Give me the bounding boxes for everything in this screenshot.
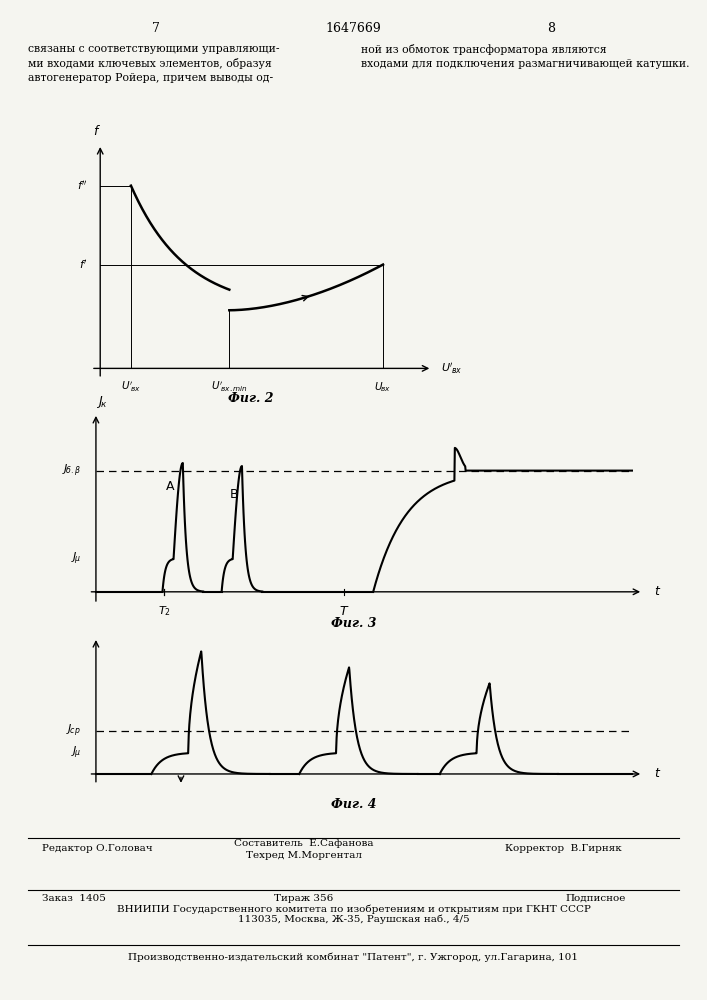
Text: $T_2$: $T_2$: [158, 605, 171, 618]
Text: Фиг. 4: Фиг. 4: [331, 798, 376, 811]
Text: $U'_{\!\mathit{вх.min}}$: $U'_{\!\mathit{вх.min}}$: [211, 380, 248, 394]
Text: $U'_{\!\mathit{вх}}$: $U'_{\!\mathit{вх}}$: [441, 361, 463, 376]
Text: 7: 7: [151, 22, 160, 35]
Text: $f''$: $f''$: [77, 179, 88, 192]
Text: связаны с соответствующими управляющи-
ми входами ключевых элементов, образуя
ав: связаны с соответствующими управляющи- м…: [28, 44, 280, 83]
Text: B: B: [230, 488, 239, 501]
Text: Составитель  Е.Сафанова
Техред М.Моргентал: Составитель Е.Сафанова Техред М.Моргента…: [234, 839, 374, 860]
Text: $f$: $f$: [93, 124, 101, 138]
Text: 1647669: 1647669: [326, 22, 381, 35]
Text: $J_{\!\mathit{ср}}$: $J_{\!\mathit{ср}}$: [66, 723, 81, 739]
Text: ной из обмоток трансформатора являются
входами для подключения размагничивающей : ной из обмоток трансформатора являются в…: [361, 44, 689, 69]
Text: Редактор О.Головач: Редактор О.Головач: [42, 844, 153, 853]
Text: Тираж 356: Тираж 356: [274, 894, 334, 903]
Text: $t$: $t$: [654, 585, 662, 598]
Text: $J_{\!\mu}$: $J_{\!\mu}$: [71, 550, 81, 567]
Text: $U_{\!\mathit{вх}}$: $U_{\!\mathit{вх}}$: [375, 380, 392, 394]
Text: $t$: $t$: [654, 767, 662, 780]
Text: 113035, Москва, Ж-35, Раушская наб., 4/5: 113035, Москва, Ж-35, Раушская наб., 4/5: [238, 915, 469, 924]
Text: Заказ  1405: Заказ 1405: [42, 894, 106, 903]
Text: A: A: [165, 480, 174, 493]
Text: T: T: [340, 605, 347, 618]
Text: Фиг. 2: Фиг. 2: [228, 392, 274, 405]
Text: Производственно-издательский комбинат "Патент", г. Ужгород, ул.Гагарина, 101: Производственно-издательский комбинат "П…: [129, 952, 578, 962]
Text: $f'$: $f'$: [79, 258, 88, 271]
Text: $J_{\!\mathit{б.\beta}}$: $J_{\!\mathit{б.\beta}}$: [62, 462, 81, 479]
Text: 8: 8: [547, 22, 556, 35]
Text: $J_{\!\mu}$: $J_{\!\mu}$: [71, 744, 81, 761]
Text: Корректор  В.Гирняк: Корректор В.Гирняк: [506, 844, 622, 853]
Text: $U'_{\!\mathit{вх}}$: $U'_{\!\mathit{вх}}$: [121, 380, 141, 394]
Text: ВНИИПИ Государственного комитета по изобретениям и открытиям при ГКНТ СССР: ВНИИПИ Государственного комитета по изоб…: [117, 904, 590, 914]
Text: Подписное: Подписное: [566, 894, 626, 903]
Text: Фиг. 3: Фиг. 3: [331, 617, 376, 630]
Text: $J_{\!\mathit{к}}$: $J_{\!\mathit{к}}$: [95, 394, 107, 410]
